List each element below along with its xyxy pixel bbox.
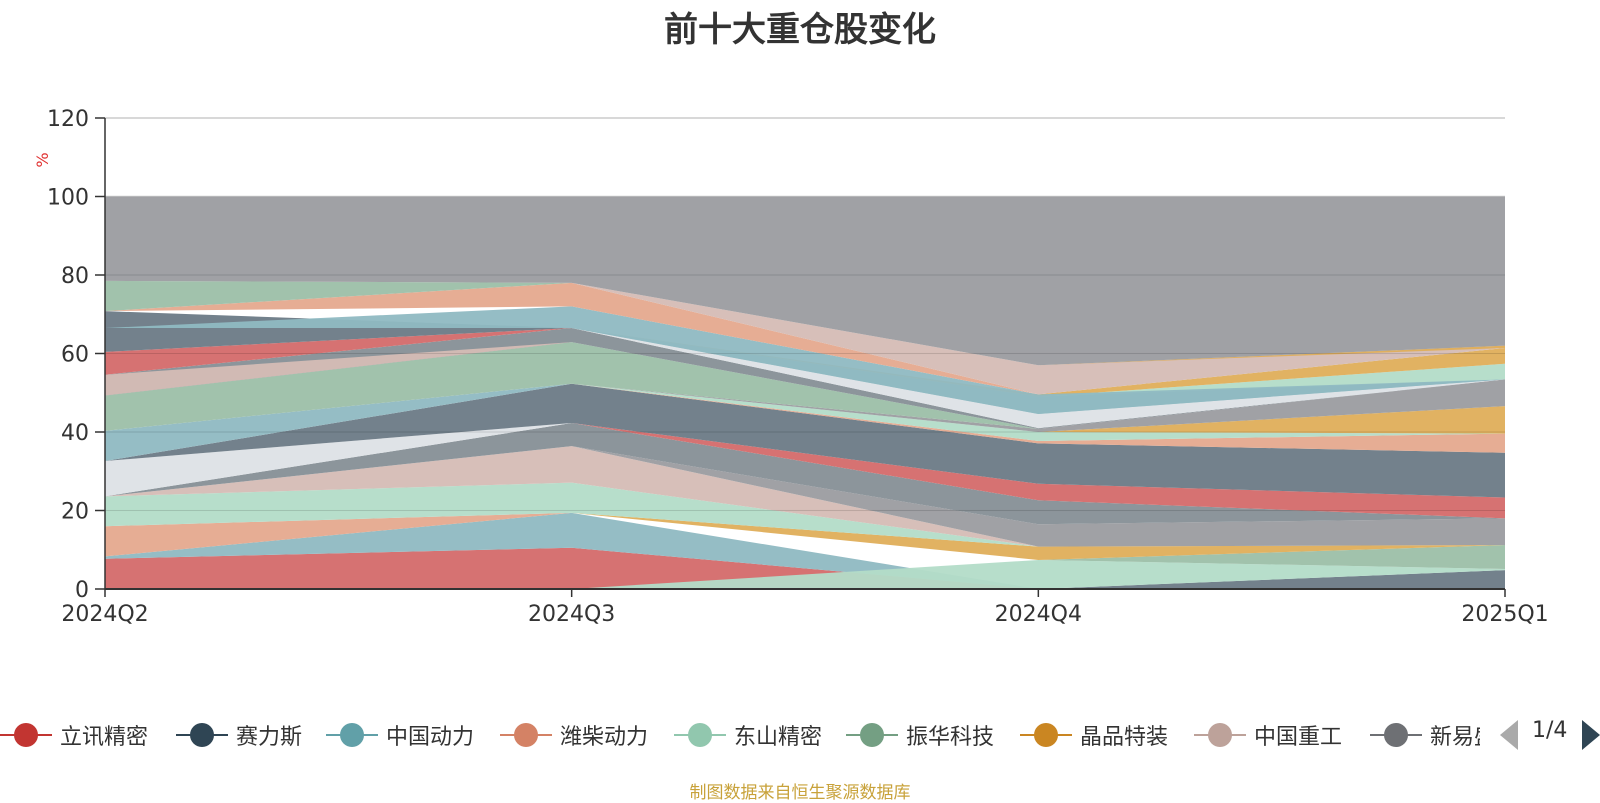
axes: 0 20 40 60 80 100 120% 2024Q2 2024Q3 2024Q4 2025Q1 <box>33 107 1549 627</box>
area-band-20 <box>105 342 1505 431</box>
legend-marker-icon <box>0 720 52 750</box>
x-tick-label: 2024Q2 <box>61 602 148 627</box>
legend-marker-icon <box>500 720 552 750</box>
y-tick-label: 80 <box>61 264 89 289</box>
legend-item[interactable]: 振华科技 <box>846 710 994 760</box>
area-band-9 <box>105 446 1505 547</box>
area-band-12 <box>105 422 1505 519</box>
legend-item[interactable]: 立讯精密 <box>0 710 148 760</box>
legend-label: 中国重工 <box>1254 725 1343 750</box>
legend-item[interactable]: 东山精密 <box>674 710 822 760</box>
y-tick-label: 40 <box>61 421 89 446</box>
area-band-8 <box>105 482 1505 547</box>
legend-marker-icon <box>846 720 898 750</box>
area-band-4 <box>105 559 1505 589</box>
legend: 立讯精密 赛力斯 中国动力 潍柴动力 东山精密 振华科技 晶品特装 中国重工 新易盛 1/4 <box>0 710 1600 760</box>
area-band-29 <box>105 311 1505 395</box>
legend-item[interactable]: 新易盛 <box>1370 710 1480 760</box>
area-band-7 <box>105 512 1505 560</box>
area-band-31 <box>105 282 1505 395</box>
legend-label: 振华科技 <box>906 725 995 750</box>
legend-label: 潍柴动力 <box>560 725 649 750</box>
source-note: 制图数据来自恒生聚源数据库 <box>689 783 911 803</box>
legend-pager: 1/4 <box>1500 718 1600 752</box>
y-tick-label: 100 <box>47 186 89 211</box>
legend-marker-icon <box>674 720 726 750</box>
legend-marker-icon <box>1194 720 1246 750</box>
area-series <box>105 196 1505 589</box>
area-band-32 <box>105 280 1505 395</box>
legend-items: 立讯精密 赛力斯 中国动力 潍柴动力 东山精密 振华科技 晶品特装 中国重工 新易盛 <box>0 710 1480 760</box>
legend-next-page-icon[interactable] <box>1582 720 1600 750</box>
area-band-14 <box>105 383 1505 498</box>
x-tick-label: 2025Q1 <box>1461 602 1548 627</box>
legend-marker-icon <box>176 720 228 750</box>
x-tick-label: 2024Q4 <box>995 602 1082 627</box>
legend-item[interactable]: 晶品特装 <box>1020 710 1168 760</box>
area-band-1 <box>105 547 1505 589</box>
legend-label: 立讯精密 <box>60 725 149 750</box>
area-band-16 <box>105 383 1505 462</box>
x-tick-label: 2024Q3 <box>528 602 615 627</box>
legend-marker-icon <box>326 720 378 750</box>
area-band-33 <box>105 280 1505 395</box>
legend-label: 赛力斯 <box>236 725 303 750</box>
area-chart: 0 20 40 60 80 100 120% 2024Q2 2024Q3 2024Q4 2025Q1 <box>33 107 1549 627</box>
y-axis-label: % <box>33 152 52 167</box>
area-band-3 <box>105 570 1505 589</box>
area-band-18 <box>105 383 1505 434</box>
chart-title: 前十大重仓股变化 <box>664 10 936 50</box>
area-band-11 <box>105 422 1505 525</box>
y-tick-label: 60 <box>61 343 89 368</box>
legend-marker-icon <box>1020 720 1072 750</box>
legend-item[interactable]: 潍柴动力 <box>500 710 648 760</box>
area-band-35 <box>105 196 1505 366</box>
area-band-30 <box>105 306 1505 414</box>
area-band-17 <box>105 383 1505 442</box>
area-band-19 <box>105 379 1505 432</box>
legend-item[interactable]: 赛力斯 <box>176 710 302 760</box>
legend-item[interactable]: 中国重工 <box>1194 710 1342 760</box>
legend-prev-page-icon[interactable] <box>1500 720 1518 750</box>
legend-label: 晶品特装 <box>1080 725 1169 750</box>
area-band-10 <box>105 446 1505 547</box>
area-band-2 <box>105 512 1505 589</box>
legend-page-indicator: 1/4 <box>1532 718 1568 743</box>
legend-marker-icon <box>1370 720 1422 750</box>
legend-label: 中国动力 <box>386 725 475 750</box>
y-tick-label: 20 <box>61 500 89 525</box>
y-tick-label: 120 <box>47 107 89 132</box>
area-band-27 <box>105 342 1505 396</box>
y-tick-label: 0 <box>75 578 89 603</box>
legend-label: 新易盛 <box>1430 725 1480 750</box>
legend-label: 东山精密 <box>734 725 823 750</box>
legend-item[interactable]: 中国动力 <box>326 710 474 760</box>
